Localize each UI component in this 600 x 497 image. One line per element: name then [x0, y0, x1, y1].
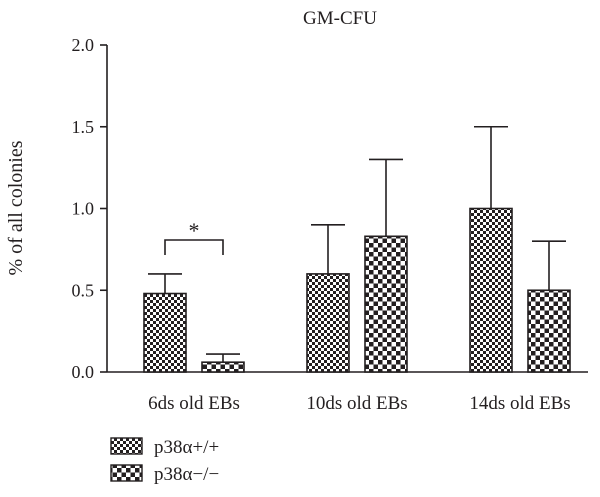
x-tick-label: 14ds old EBs	[469, 393, 570, 414]
y-tick-label: 0.0	[72, 362, 95, 382]
chart-title: GM-CFU	[303, 8, 377, 29]
x-axis-tick-labels: 6ds old EBs 10ds old EBs 14ds old EBs	[148, 393, 571, 414]
bar-series	[143, 207, 571, 373]
legend-swatch-series-1	[110, 437, 143, 455]
legend-label-series-2: p38α−/−	[154, 464, 219, 485]
significance-bracket	[164, 239, 224, 255]
legend: p38α+/+ p38α−/−	[110, 437, 219, 485]
significance-marker: *	[189, 218, 200, 243]
error-bars	[148, 125, 566, 363]
significance-annotations: *	[164, 218, 224, 255]
y-tick-label: 0.5	[72, 280, 95, 300]
bar-series-2	[364, 235, 408, 373]
legend-label-series-1: p38α+/+	[154, 437, 219, 458]
x-tick-label: 6ds old EBs	[148, 393, 240, 414]
bar-series-2	[201, 361, 245, 373]
y-tick-label: 2.0	[72, 35, 95, 55]
legend-swatch-series-2	[110, 464, 143, 482]
y-axis-ticks: 0.0 0.5 1.0 1.5 2.0	[72, 35, 107, 382]
bar-series-1	[469, 207, 513, 373]
bar-series-1	[306, 273, 350, 373]
y-tick-label: 1.5	[72, 117, 95, 137]
bar-series-2	[527, 289, 571, 373]
y-tick-label: 1.0	[72, 199, 95, 219]
y-axis-label: % of all colonies	[5, 140, 27, 275]
bar-series-1	[143, 292, 187, 373]
x-tick-label: 10ds old EBs	[306, 393, 407, 414]
